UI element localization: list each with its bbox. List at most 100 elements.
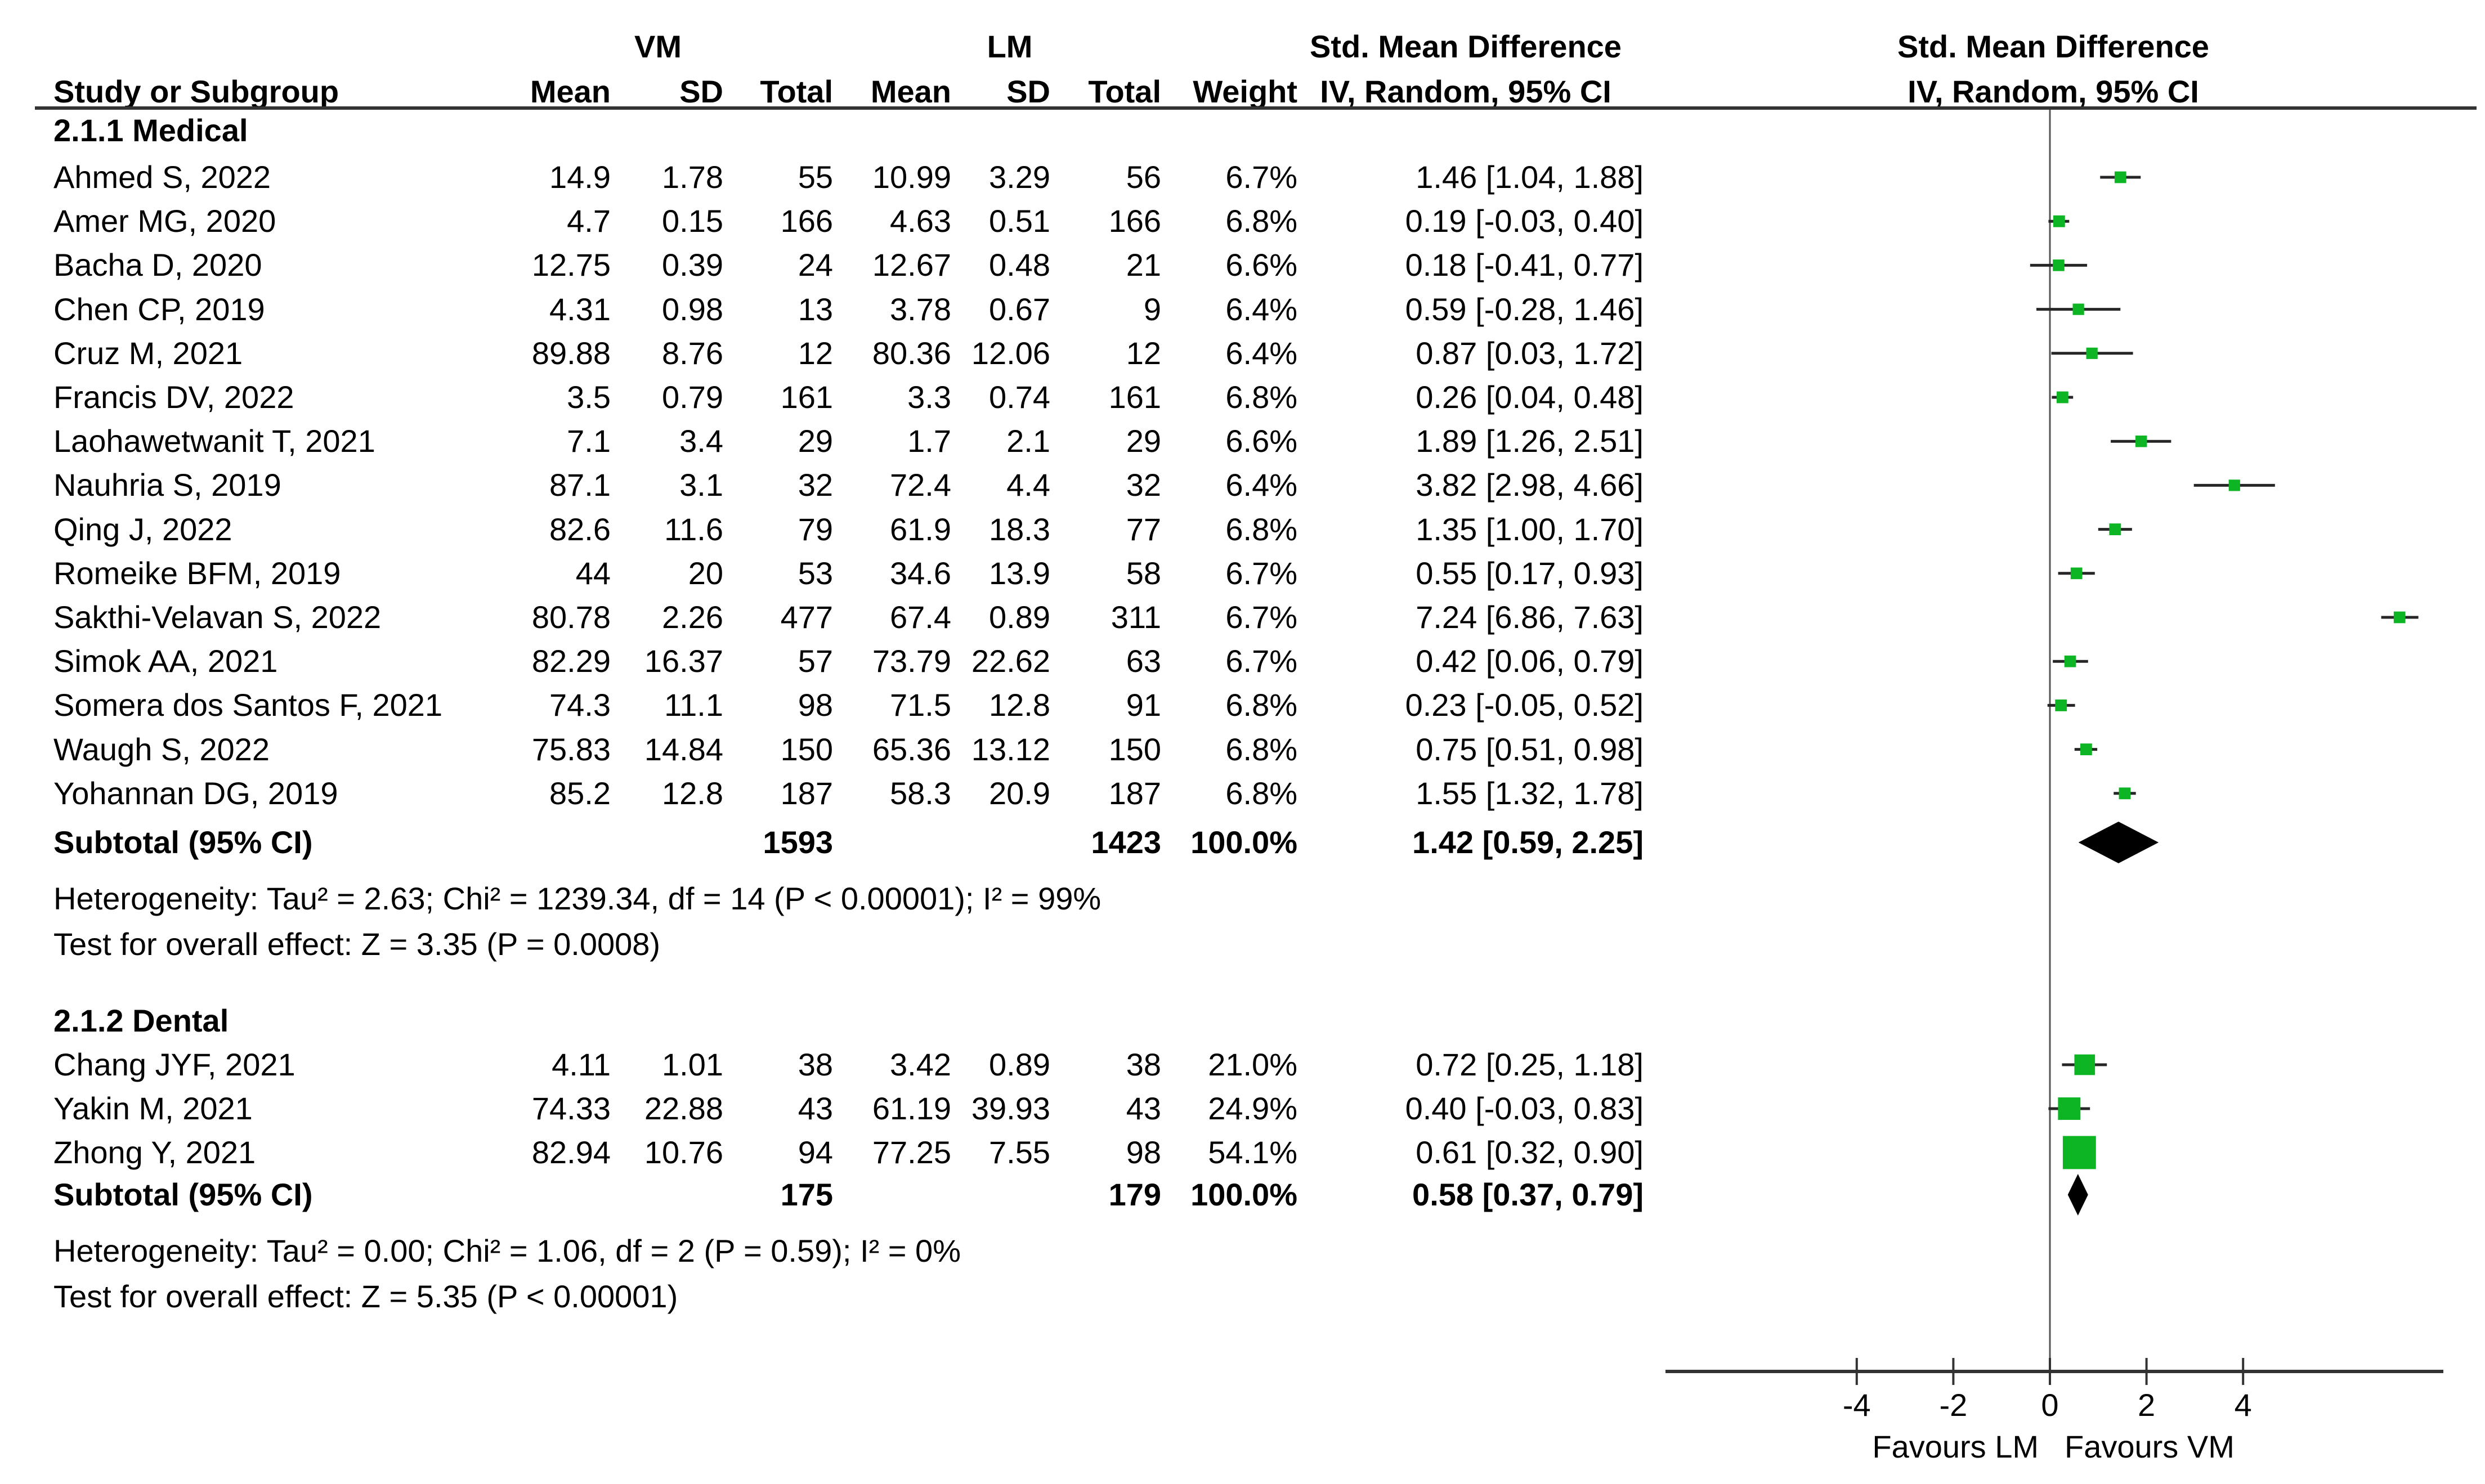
- vm-sd: 0.15: [662, 203, 723, 239]
- effect-square: [2058, 1097, 2081, 1120]
- axis-tick-label: 0: [2041, 1387, 2058, 1423]
- smd-ci-text: 0.42 [0.06, 0.79]: [1416, 643, 1644, 679]
- study-name: Yohannan DG, 2019: [53, 775, 338, 811]
- favours-left-label: Favours LM: [1872, 1429, 2039, 1464]
- study-name: Qing J, 2022: [53, 511, 232, 547]
- lm-total: 29: [1126, 423, 1161, 459]
- study-name: Nauhria S, 2019: [53, 467, 281, 503]
- lm-mean: 80.36: [872, 335, 951, 371]
- lm-sd: 3.29: [989, 159, 1050, 195]
- smd-ci-text: 1.55 [1.32, 1.78]: [1416, 775, 1644, 811]
- subtotal-vm-total: 175: [780, 1177, 833, 1212]
- vm-total: 12: [798, 335, 833, 371]
- lm-sd: 20.9: [989, 775, 1050, 811]
- study-name: Simok AA, 2021: [53, 643, 278, 679]
- vm-sd: 0.39: [662, 247, 723, 283]
- effect-square: [2064, 655, 2076, 667]
- study-weight: 6.6%: [1225, 423, 1297, 459]
- vm-total: 94: [798, 1135, 833, 1170]
- vm-mean: 80.78: [531, 599, 611, 635]
- lm-total: 77: [1126, 511, 1161, 547]
- effect-square: [2072, 303, 2084, 315]
- lm-total: 311: [1111, 599, 1161, 635]
- lm-total: 32: [1126, 467, 1161, 503]
- vm-mean: 75.83: [531, 731, 611, 767]
- vm-mean: 3.5: [567, 379, 611, 415]
- lm-sd: 22.62: [971, 643, 1050, 679]
- lm-total: 9: [1143, 291, 1161, 327]
- smd-ci-text: 0.40 [-0.03, 0.83]: [1405, 1091, 1644, 1126]
- smd-ci-text: 0.19 [-0.03, 0.40]: [1405, 203, 1644, 239]
- vm-mean: 14.9: [549, 159, 611, 195]
- vm-total: 55: [798, 159, 833, 195]
- smd-ci-text: 0.26 [0.04, 0.48]: [1416, 379, 1644, 415]
- col-header-vm-mean: Mean: [530, 74, 611, 109]
- study-name: Chang JYF, 2021: [53, 1047, 295, 1082]
- study-weight: 6.4%: [1225, 335, 1297, 371]
- vm-mean: 4.7: [567, 203, 611, 239]
- smd-ci-text: 0.75 [0.51, 0.98]: [1416, 731, 1644, 767]
- vm-total: 53: [798, 555, 833, 591]
- effect-square: [2062, 1136, 2096, 1169]
- subgroup-heading: 2.1.1 Medical: [53, 113, 248, 148]
- effect-square: [2080, 743, 2092, 756]
- vm-total: 13: [798, 291, 833, 327]
- lm-mean: 12.67: [872, 247, 951, 283]
- smd-ci-text: 0.61 [0.32, 0.90]: [1416, 1135, 1644, 1170]
- study-name: Zhong Y, 2021: [53, 1135, 256, 1170]
- smd-ci-text: 1.46 [1.04, 1.88]: [1416, 159, 1644, 195]
- vm-total: 57: [798, 643, 833, 679]
- study-weight: 6.7%: [1225, 555, 1297, 591]
- lm-sd: 18.3: [989, 511, 1050, 547]
- vm-sd: 11.6: [664, 511, 723, 547]
- lm-total: 58: [1126, 555, 1161, 591]
- lm-sd: 0.48: [989, 247, 1050, 283]
- study-name: Laohawetwanit T, 2021: [53, 423, 375, 459]
- vm-total: 38: [798, 1047, 833, 1082]
- lm-mean: 72.4: [890, 467, 951, 503]
- vm-sd: 1.01: [662, 1047, 723, 1082]
- vm-sd: 14.84: [644, 731, 723, 767]
- subtotal-lm-total: 1423: [1091, 824, 1161, 860]
- subtotal-label: Subtotal (95% CI): [53, 824, 313, 860]
- vm-sd: 11.1: [664, 687, 723, 723]
- effect-square: [2393, 611, 2406, 624]
- subtotal-ci-text: 1.42 [0.59, 2.25]: [1412, 824, 1644, 860]
- subgroup-heading: 2.1.2 Dental: [53, 1003, 229, 1038]
- vm-sd: 8.76: [662, 335, 723, 371]
- smd-ci-text: 3.82 [2.98, 4.66]: [1416, 467, 1644, 503]
- effect-square: [2114, 171, 2126, 183]
- lm-sd: 12.06: [971, 335, 1050, 371]
- effect-square: [2055, 699, 2067, 711]
- lm-sd: 12.8: [989, 687, 1050, 723]
- study-name: Chen CP, 2019: [53, 291, 265, 327]
- smd-ci-text: 7.24 [6.86, 7.63]: [1416, 599, 1644, 635]
- lm-mean: 67.4: [890, 599, 951, 635]
- study-name: Cruz M, 2021: [53, 335, 243, 371]
- effect-square: [2109, 523, 2121, 536]
- vm-mean: 74.3: [549, 687, 611, 723]
- effect-square: [2053, 215, 2065, 227]
- lm-sd: 2.1: [1006, 423, 1050, 459]
- col-header-vm-total: Total: [760, 74, 833, 109]
- subtotal-lm-total: 179: [1108, 1177, 1161, 1212]
- vm-total: 43: [798, 1091, 833, 1126]
- vm-sd: 20: [688, 555, 723, 591]
- col-header-lm-sd: SD: [1006, 74, 1050, 109]
- axis-tick-label: 2: [2138, 1387, 2155, 1423]
- vm-total: 187: [780, 775, 833, 811]
- vm-mean: 87.1: [549, 467, 611, 503]
- vm-mean: 82.29: [531, 643, 611, 679]
- vm-total: 29: [798, 423, 833, 459]
- lm-sd: 0.74: [989, 379, 1050, 415]
- plot-column-subtitle: IV, Random, 95% CI: [1908, 74, 2199, 109]
- lm-total: 150: [1108, 731, 1161, 767]
- effect-square: [2086, 347, 2098, 359]
- vm-mean: 4.11: [552, 1047, 611, 1082]
- smd-ci-text: 0.18 [-0.41, 0.77]: [1405, 247, 1644, 283]
- lm-total: 43: [1126, 1091, 1161, 1126]
- heterogeneity-text: Heterogeneity: Tau² = 2.63; Chi² = 1239.…: [53, 881, 1102, 916]
- study-name: Yakin M, 2021: [53, 1091, 253, 1126]
- lm-sd: 13.12: [971, 731, 1050, 767]
